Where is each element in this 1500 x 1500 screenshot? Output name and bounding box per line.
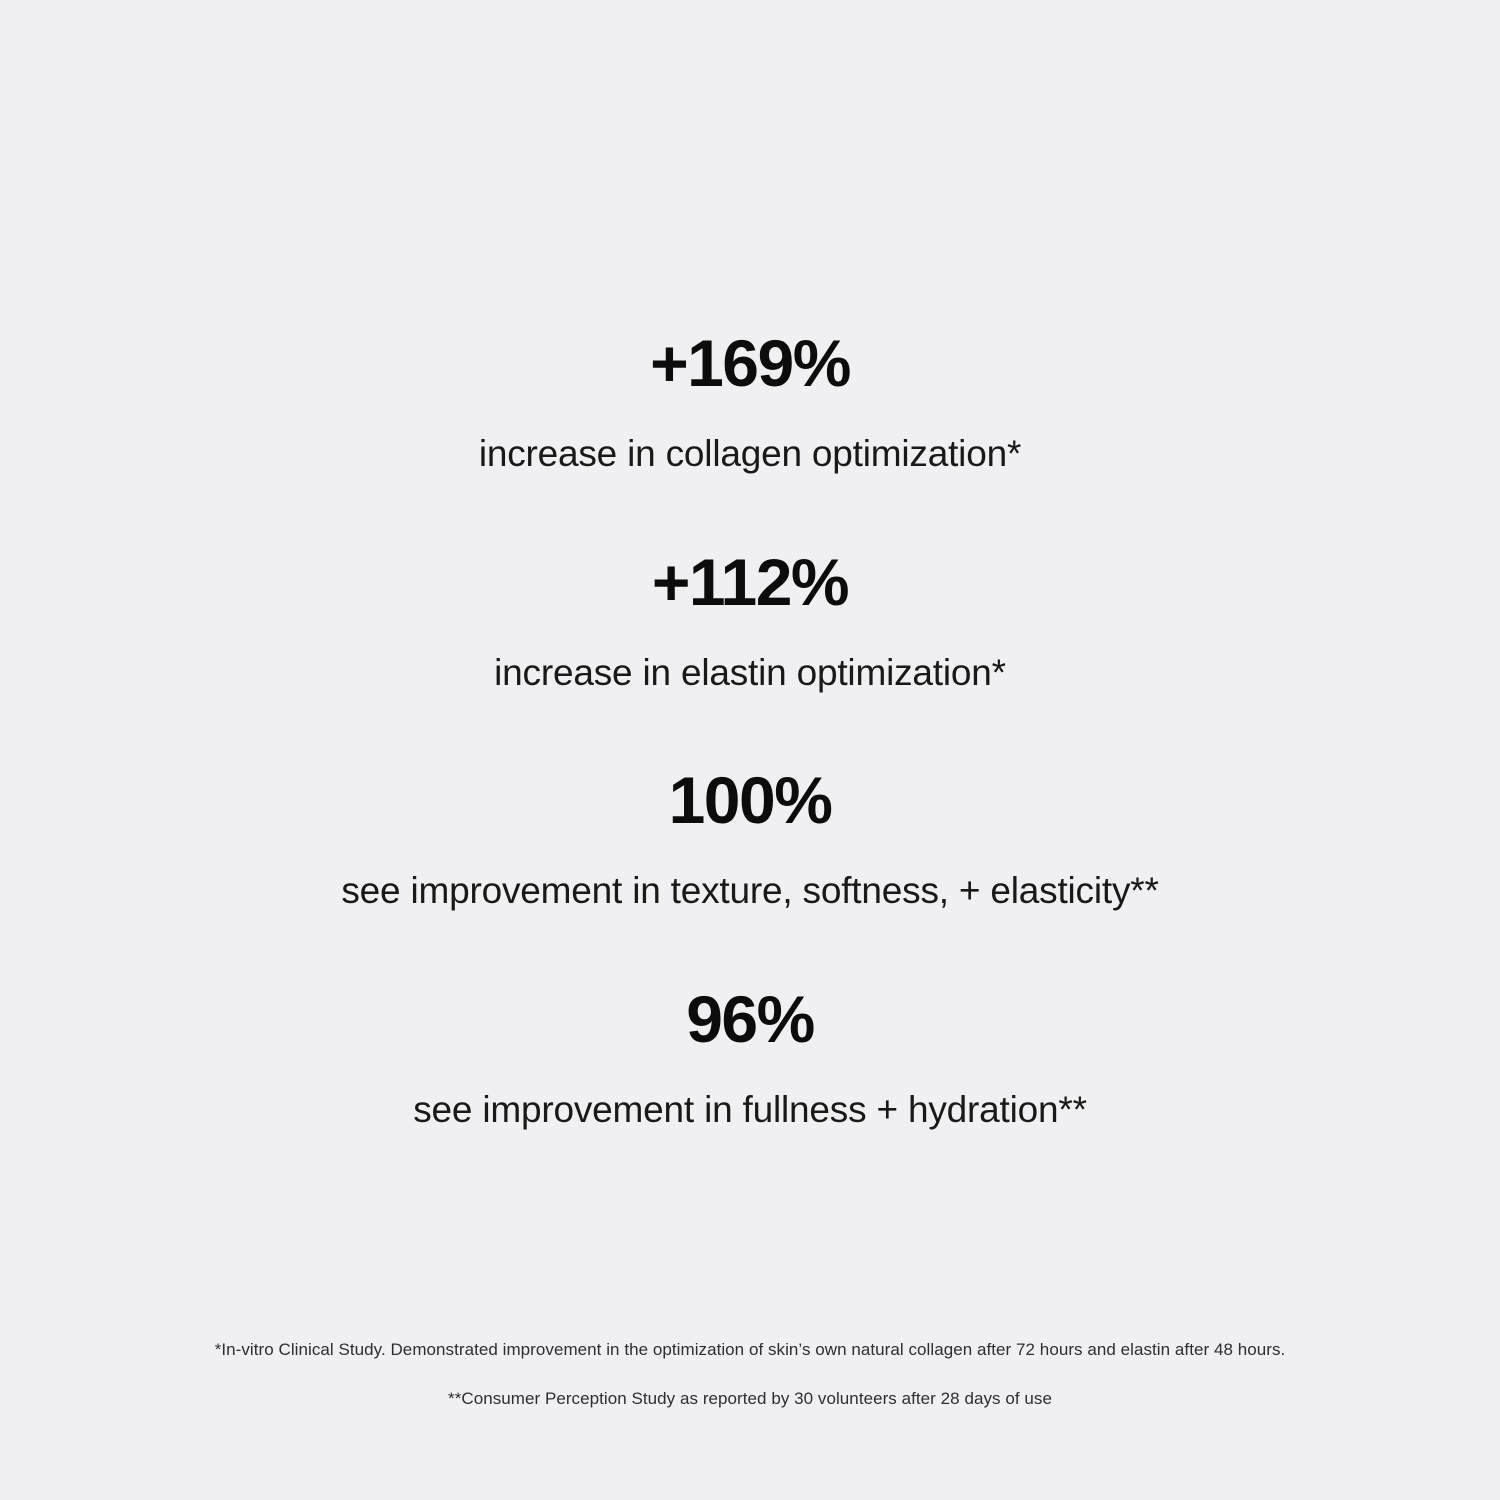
stat-block-collagen: +169% increase in collagen optimization*: [0, 330, 1500, 475]
statistics-list: +169% increase in collagen optimization*…: [0, 330, 1500, 1131]
stat-caption-fullness: see improvement in fullness + hydration*…: [413, 1089, 1087, 1131]
stat-block-texture: 100% see improvement in texture, softnes…: [0, 767, 1500, 912]
footnotes: *In-vitro Clinical Study. Demonstrated i…: [0, 1340, 1500, 1410]
stat-caption-texture: see improvement in texture, softness, + …: [341, 870, 1159, 912]
footnote-consumer-study: **Consumer Perception Study as reported …: [448, 1389, 1052, 1409]
stat-value-collagen: +169%: [650, 326, 851, 400]
stat-block-fullness: 96% see improvement in fullness + hydrat…: [0, 986, 1500, 1131]
stat-value-fullness: 96%: [686, 982, 815, 1057]
footnote-clinical-study: *In-vitro Clinical Study. Demonstrated i…: [214, 1340, 1286, 1359]
stat-value-texture: 100%: [668, 763, 833, 838]
stat-caption-collagen: increase in collagen optimization*: [478, 433, 1022, 474]
stat-block-elastin: +112% increase in elastin optimization*: [0, 549, 1500, 694]
stat-caption-elastin: increase in elastin optimization*: [494, 651, 1006, 693]
stat-value-elastin: +112%: [651, 544, 850, 619]
